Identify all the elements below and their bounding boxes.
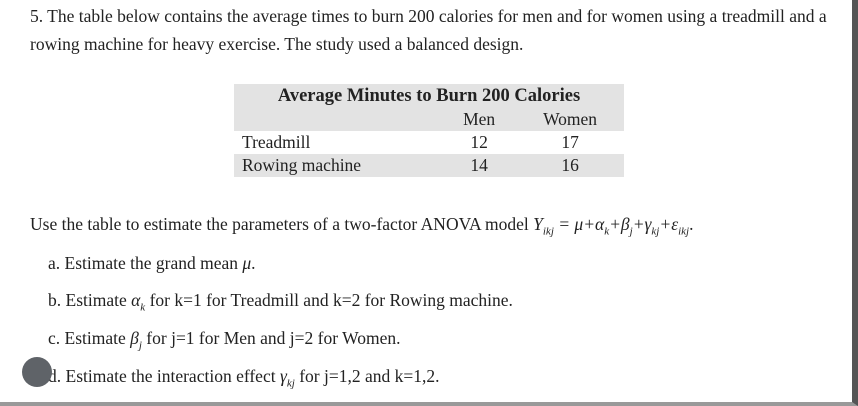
subscript: k <box>140 301 146 314</box>
row-label: Treadmill <box>242 132 311 152</box>
math: γ <box>644 214 652 234</box>
cell: 16 <box>561 155 579 175</box>
item: c. Estimate βj for j=1 for Men and j=2 f… <box>48 328 401 352</box>
subscript: ikj <box>678 225 690 238</box>
lens-icon[interactable] <box>22 357 52 387</box>
row-label: Rowing machine <box>242 155 362 175</box>
subscript: ikj <box>542 225 554 238</box>
text: c. Estimate <box>48 328 131 348</box>
text: d. Estimate the interaction effect <box>48 366 280 386</box>
math: ε <box>671 214 679 234</box>
text: for j=1,2 and k=1,2. <box>294 366 440 386</box>
math: + <box>632 214 645 234</box>
math: γ <box>279 366 287 386</box>
math: Y <box>533 214 543 234</box>
subscript: j <box>138 339 142 352</box>
text: Use the table to estimate the parameters… <box>30 214 534 234</box>
subscript: j <box>629 225 633 238</box>
text: for j=1 for Men and j=2 for Women. <box>141 328 401 348</box>
item: a. Estimate the grand mean μ. <box>48 253 256 274</box>
text: a. Estimate the grand mean <box>48 253 243 273</box>
text: b. Estimate <box>48 290 132 310</box>
cell: 14 <box>470 155 488 175</box>
item: b. Estimate αk for k=1 for Treadmill and… <box>48 290 513 314</box>
cell: 17 <box>561 132 579 152</box>
data-table: Average Minutes to Burn 200 Calories Men… <box>234 84 624 177</box>
math: α <box>131 290 141 310</box>
math: + <box>659 214 672 234</box>
subscript: k <box>604 225 610 238</box>
text: . <box>251 253 256 273</box>
column-header: Men <box>463 109 496 129</box>
math: α <box>595 214 605 234</box>
math: + <box>609 214 621 234</box>
math: β <box>130 328 139 348</box>
math: μ <box>242 253 252 273</box>
table-title: Average Minutes to Burn 200 Calories <box>234 84 624 108</box>
subscript: kj <box>651 225 660 238</box>
subscript: kj <box>286 377 295 390</box>
text: for k=1 for Treadmill and k=2 for Rowing… <box>145 290 513 310</box>
column-header: Women <box>543 109 598 129</box>
math: β <box>620 214 630 234</box>
text: . <box>689 214 694 234</box>
math: = μ+ <box>553 214 596 234</box>
cell: 12 <box>470 132 488 152</box>
question: 5. The table below contains the average … <box>30 6 827 54</box>
prompt: Use the table to estimate the parameters… <box>30 214 693 238</box>
item: d. Estimate the interaction effect γkj f… <box>48 366 439 390</box>
